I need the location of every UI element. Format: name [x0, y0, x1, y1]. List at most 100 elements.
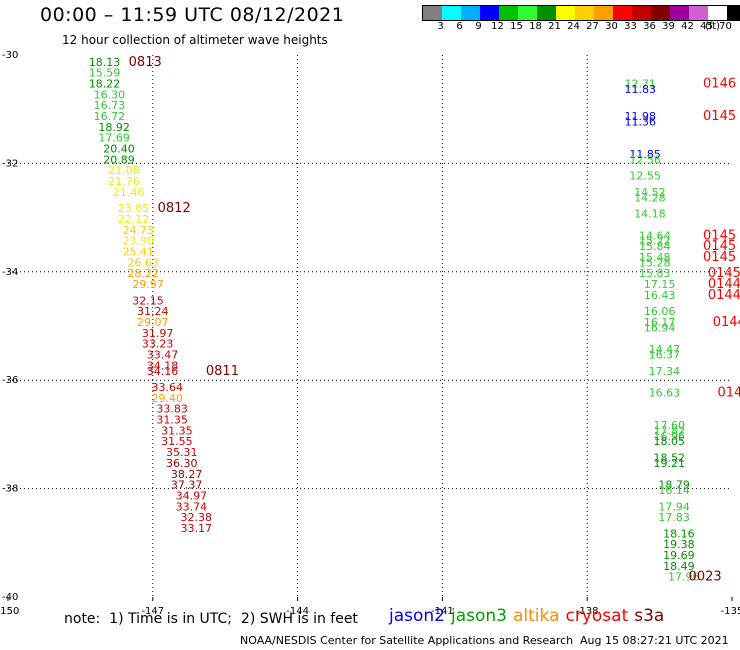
color-scale-label: 70 [719, 21, 732, 32]
wave-height-value: 16.14 [658, 484, 690, 497]
wave-height-value: 31.35 [156, 414, 188, 427]
y-tick-label: -40 [2, 592, 18, 603]
color-scale-unit: (ft) [705, 21, 721, 32]
wave-height-value: 18.05 [654, 435, 686, 448]
wave-height-value: 15.22 [639, 235, 671, 248]
wave-height-value: 29.07 [137, 316, 169, 329]
wave-height-value: 21.76 [108, 175, 140, 188]
color-swatch [518, 6, 537, 20]
wave-height-value: 23.65 [118, 202, 150, 215]
color-scale-label: 24 [567, 21, 580, 32]
wave-height-value: 34.16 [147, 365, 179, 378]
wave-height-value: 18.49 [663, 560, 695, 573]
footer-note: note: 1) Time is in UTC; 2) SWH is in fe… [64, 611, 358, 627]
color-swatch [727, 6, 740, 20]
color-scale-label: 12 [491, 21, 504, 32]
wave-height-value: 18.16 [663, 527, 695, 540]
wave-height-value: 18.92 [98, 121, 130, 134]
color-scale-label: 30 [605, 21, 618, 32]
wave-height-value: 21.46 [113, 186, 145, 199]
pass-time-label: 0144 [713, 315, 740, 330]
wave-height-value: 31.97 [142, 327, 174, 340]
color-swatch [689, 6, 708, 20]
wave-height-value: 18.52 [654, 452, 686, 465]
wave-height-value: 19.69 [663, 549, 695, 562]
color-scale-label: 6 [456, 21, 463, 32]
pass-time-label: 0146 [703, 77, 736, 92]
wave-height-value: 33.47 [147, 349, 179, 362]
y-tick-label: -38 [2, 484, 18, 495]
wave-height-value: 17.15 [644, 278, 676, 291]
wave-height-value: 11.85 [629, 148, 661, 161]
wave-height-value: 18.13 [89, 56, 121, 69]
wave-height-value: 17.96 [668, 571, 700, 584]
wave-height-value: 16.06 [644, 305, 676, 318]
y-tick-label: -32 [2, 158, 18, 169]
wave-height-value: 29.97 [132, 278, 164, 291]
wave-height-value: 16.17 [644, 316, 676, 329]
wave-height-value: 17.94 [658, 500, 690, 513]
color-scale-label: 33 [624, 21, 637, 32]
legend-entry-cryosat: cryosat [565, 606, 629, 626]
wave-height-value: 33.23 [142, 338, 174, 351]
color-scale-label: 42 [681, 21, 694, 32]
color-scale-label: 9 [475, 21, 482, 32]
wave-height-value: 16.30 [94, 88, 126, 101]
wave-height-value: 16.63 [649, 386, 681, 399]
wave-height-value: 31.35 [161, 424, 193, 437]
wave-height-value: 14.28 [634, 191, 666, 204]
pass-time-label: 0144 [708, 277, 740, 292]
wave-height-value: 11.98 [625, 110, 657, 123]
wave-height-value: 37.37 [171, 479, 203, 492]
wave-height-value: 18.22 [89, 78, 121, 91]
color-swatch [499, 6, 518, 20]
wave-height-value: 12.56 [629, 153, 661, 166]
color-swatch [480, 6, 499, 20]
wave-height-value: 17.34 [649, 365, 681, 378]
wave-height-value: 16.43 [644, 289, 676, 302]
x-tick-label: -144 [286, 606, 309, 617]
credit-line: NOAA/NESDIS Center for Satellite Applica… [240, 634, 574, 647]
y-tick-label: -30 [2, 50, 18, 61]
color-scale-label: 45 [700, 21, 713, 32]
wave-height-value: 33.64 [152, 381, 184, 394]
wave-height-value: 34.18 [147, 359, 179, 372]
pass-time-label: 0813 [129, 55, 162, 70]
wave-height-value: 12.55 [629, 170, 661, 183]
color-swatch [708, 6, 727, 20]
wave-height-value: 33.83 [156, 403, 188, 416]
pass-time-label: 0812 [158, 201, 191, 216]
x-tick-label: -150 [0, 606, 19, 617]
pass-time-label: 0811 [206, 364, 239, 379]
wave-height-value: 14.64 [639, 229, 671, 242]
wave-height-value: 33.17 [180, 522, 212, 535]
wave-height-value: 14.47 [649, 343, 681, 356]
wave-height-value: 23.90 [123, 235, 155, 248]
wave-height-value: 11.36 [625, 115, 657, 128]
color-swatch [423, 6, 442, 20]
wave-height-value: 32.15 [132, 294, 164, 307]
pass-time-label: 0144 [708, 288, 740, 303]
chart-subtitle: 12 hour collection of altimeter wave hei… [62, 33, 328, 47]
legend-entry-jason2: jason2 [389, 606, 445, 626]
wave-height-value: 36.30 [166, 457, 198, 470]
wave-height-value: 21.08 [108, 164, 140, 177]
wave-height-value: 15.28 [639, 256, 671, 269]
wave-height-value: 16.37 [649, 349, 681, 362]
wave-height-value: 12.71 [625, 78, 657, 91]
wave-height-value: 19.38 [663, 538, 695, 551]
color-scale-label: 27 [586, 21, 599, 32]
color-swatch [613, 6, 632, 20]
wave-height-value: 16.73 [94, 99, 126, 112]
color-scale-label: 15 [510, 21, 523, 32]
color-scale-label: 18 [529, 21, 542, 32]
wave-height-value: 31.24 [137, 305, 169, 318]
wave-height-value: 32.38 [180, 511, 212, 524]
wave-height-value: 15.59 [89, 67, 121, 80]
legend-entry-s3a: s3a [634, 606, 665, 626]
wave-height-value: 28.22 [127, 267, 159, 280]
wave-height-value: 17.69 [98, 132, 130, 145]
x-tick-label: -138 [576, 606, 599, 617]
satellite-legend: jason2 jason3 altika cryosat s3a [389, 606, 670, 626]
